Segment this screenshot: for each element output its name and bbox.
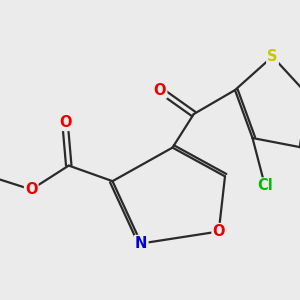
Text: N: N — [135, 236, 147, 251]
Text: O: O — [212, 224, 225, 239]
Text: Cl: Cl — [257, 178, 273, 194]
Text: O: O — [59, 115, 71, 130]
Text: O: O — [154, 82, 166, 98]
Text: S: S — [267, 49, 278, 64]
Text: O: O — [25, 182, 38, 197]
